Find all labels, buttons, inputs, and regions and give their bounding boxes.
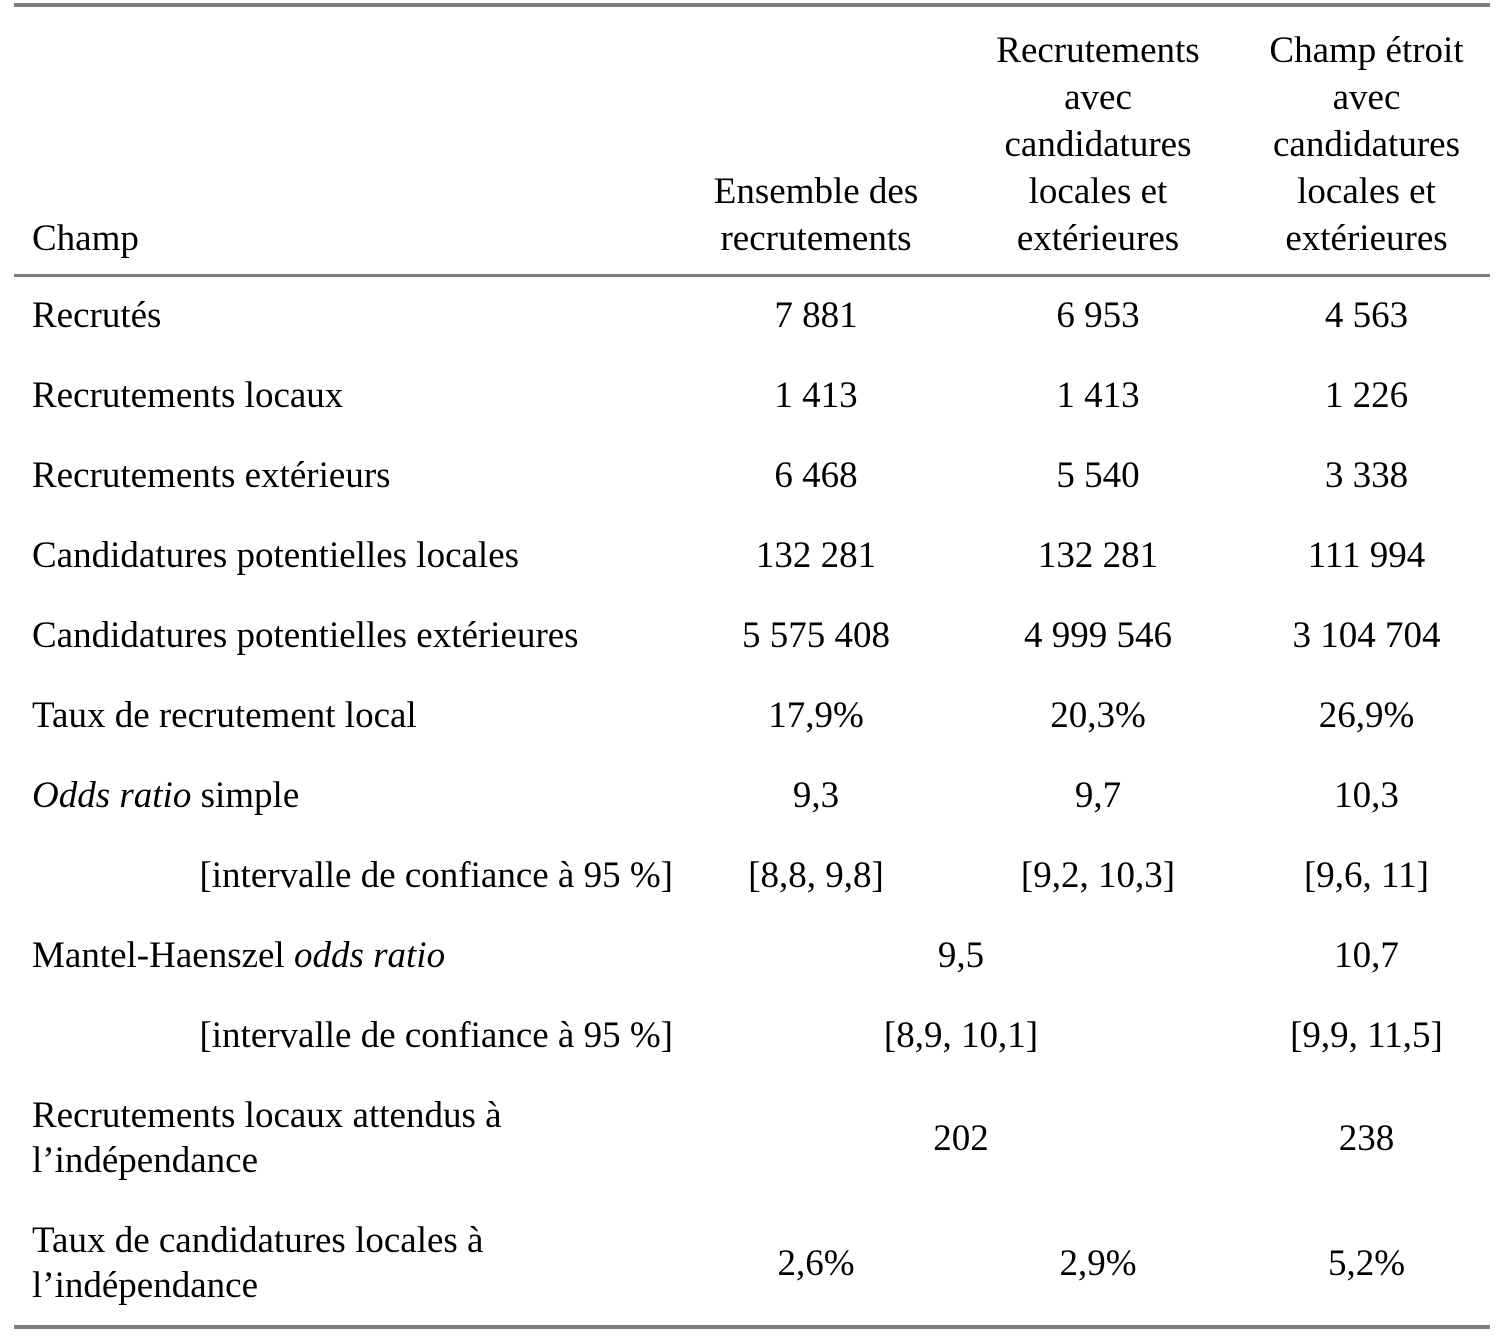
row-label: Taux de recrutement local bbox=[32, 694, 417, 736]
value-cell: 238 bbox=[1338, 1117, 1395, 1159]
row-recrutements-locaux-attendus: Recrutements locaux attendus à l’indépen… bbox=[14, 1075, 1490, 1201]
row-label: Recrutements locaux attendus à l’indépen… bbox=[32, 1095, 502, 1181]
value-cell-spanning: [8,9, 10,1] bbox=[883, 1014, 1039, 1056]
value-cell: 7 881 bbox=[774, 295, 858, 337]
row-label: [intervalle de confiance à 95 %] bbox=[199, 1014, 673, 1056]
header-champ-etroit: Champ étroit avec candidatures locales e… bbox=[1243, 5, 1490, 277]
row-label: [intervalle de confiance à 95 %] bbox=[199, 854, 673, 896]
value-cell: 5,2% bbox=[1327, 1242, 1406, 1284]
value-cell: [9,9, 11,5] bbox=[1290, 1014, 1443, 1056]
value-cell-spanning: 202 bbox=[933, 1117, 989, 1159]
row-label: Recrutements extérieurs bbox=[32, 454, 391, 496]
value-cell: 1 413 bbox=[1056, 374, 1140, 416]
row-label: Candidatures potentielles locales bbox=[32, 534, 520, 576]
row-taux-candidatures-locales: Taux de candidatures locales à l’indépen… bbox=[14, 1201, 1490, 1327]
value-cell: [9,2, 10,3] bbox=[1020, 854, 1176, 896]
value-cell: 10,3 bbox=[1334, 774, 1399, 816]
row-taux-recrutement-local: Taux de recrutement local 17,9% 20,3% 26… bbox=[14, 675, 1490, 755]
value-cell: 10,7 bbox=[1334, 934, 1399, 976]
row-recrutements-exterieurs: Recrutements extérieurs 6 468 5 540 3 33… bbox=[14, 435, 1490, 515]
value-cell: 3 104 704 bbox=[1292, 614, 1441, 656]
row-label-normal-part: simple bbox=[191, 774, 300, 816]
value-cell-spanning: 9,5 bbox=[937, 934, 985, 976]
row-odds-ratio-simple: Odds ratio simple 9,3 9,7 10,3 bbox=[14, 755, 1490, 835]
header-champ: Champ bbox=[14, 5, 679, 277]
row-label: Taux de candidatures locales à l’indépen… bbox=[32, 1220, 484, 1306]
value-cell: 132 281 bbox=[1037, 534, 1159, 576]
value-cell: 2,6% bbox=[777, 1242, 855, 1284]
value-cell: 132 281 bbox=[755, 534, 877, 576]
value-cell: 4 563 bbox=[1324, 295, 1409, 337]
row-label: Odds ratio simple bbox=[14, 755, 679, 835]
value-cell: 5 540 bbox=[1056, 454, 1140, 496]
row-mantel-haenszel-odds-ratio: Mantel-Haenszel odds ratio 9,5 10,7 bbox=[14, 915, 1490, 995]
value-cell: [8,8, 9,8] bbox=[748, 854, 884, 896]
value-cell: 17,9% bbox=[768, 694, 864, 736]
value-cell: 3 338 bbox=[1324, 454, 1409, 496]
value-cell: 6 468 bbox=[774, 454, 858, 496]
value-cell: 1 413 bbox=[774, 374, 858, 416]
row-label: Recrutements locaux bbox=[32, 374, 344, 416]
value-cell: 9,3 bbox=[792, 774, 840, 816]
row-label: Candidatures potentielles extérieures bbox=[32, 614, 579, 656]
value-cell: 4 999 546 bbox=[1024, 614, 1172, 656]
row-candidatures-potentielles-exterieures: Candidatures potentielles extérieures 5 … bbox=[14, 595, 1490, 675]
row-recrutes: Recrutés 7 881 6 953 4 563 bbox=[14, 275, 1490, 355]
results-table: Champ Ensemble des recrutements Recrutem… bbox=[14, 3, 1490, 1329]
row-candidatures-potentielles-locales: Candidatures potentielles locales 132 28… bbox=[14, 515, 1490, 595]
row-label-italic-part: Odds ratio bbox=[32, 774, 192, 816]
row-intervalle-confiance-mantel-haenszel: [intervalle de confiance à 95 %] [8,9, 1… bbox=[14, 995, 1490, 1075]
value-cell: 2,9% bbox=[1059, 1242, 1137, 1284]
value-cell: [9,6, 11] bbox=[1303, 854, 1430, 896]
row-label-normal-part: Mantel-Haenszel bbox=[32, 934, 294, 976]
row-label: Mantel-Haenszel odds ratio bbox=[14, 915, 679, 995]
row-label: Recrutés bbox=[32, 295, 162, 337]
row-intervalle-confiance-simple: [intervalle de confiance à 95 %] [8,8, 9… bbox=[14, 835, 1490, 915]
row-label-italic-part: odds ratio bbox=[293, 934, 446, 976]
value-cell: 1 226 bbox=[1324, 374, 1409, 416]
value-cell: 5 575 408 bbox=[742, 614, 890, 656]
value-cell: 9,7 bbox=[1074, 774, 1122, 816]
row-recrutements-locaux: Recrutements locaux 1 413 1 413 1 226 bbox=[14, 355, 1490, 435]
header-ensemble-des-recrutements: Ensemble des recrutements bbox=[679, 5, 953, 277]
header-row: Champ Ensemble des recrutements Recrutem… bbox=[14, 5, 1490, 277]
header-recrutements-avec-candidatures: Recrutements avec candidatures locales e… bbox=[953, 5, 1243, 277]
value-cell: 6 953 bbox=[1056, 295, 1140, 337]
value-cell: 26,9% bbox=[1318, 694, 1415, 736]
value-cell: 20,3% bbox=[1050, 694, 1146, 736]
value-cell: 111 994 bbox=[1307, 534, 1426, 576]
